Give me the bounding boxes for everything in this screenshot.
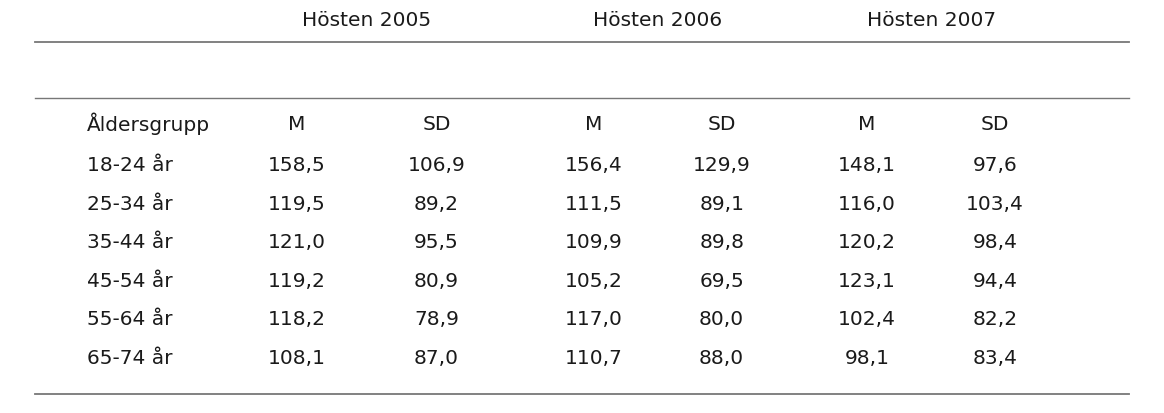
Text: 148,1: 148,1: [838, 156, 896, 175]
Text: M: M: [859, 114, 875, 133]
Text: SD: SD: [981, 114, 1009, 133]
Text: 123,1: 123,1: [838, 271, 896, 290]
Text: 65-74 år: 65-74 år: [87, 348, 172, 367]
Text: 35-44 år: 35-44 år: [87, 233, 173, 252]
Text: 158,5: 158,5: [268, 156, 326, 175]
Text: Åldersgrupp: Åldersgrupp: [87, 113, 211, 135]
Text: 88,0: 88,0: [700, 348, 744, 367]
Text: 110,7: 110,7: [565, 348, 623, 367]
Text: 108,1: 108,1: [268, 348, 326, 367]
Text: 117,0: 117,0: [565, 309, 623, 328]
Text: 118,2: 118,2: [268, 309, 326, 328]
Text: 105,2: 105,2: [565, 271, 623, 290]
Text: 121,0: 121,0: [268, 233, 326, 252]
Text: Hösten 2006: Hösten 2006: [594, 11, 722, 30]
Text: 89,1: 89,1: [700, 194, 744, 213]
Text: M: M: [289, 114, 305, 133]
Text: 55-64 år: 55-64 år: [87, 309, 172, 328]
Text: 94,4: 94,4: [973, 271, 1017, 290]
Text: 102,4: 102,4: [838, 309, 896, 328]
Text: 120,2: 120,2: [838, 233, 896, 252]
Text: M: M: [585, 114, 602, 133]
Text: 129,9: 129,9: [693, 156, 751, 175]
Text: 89,2: 89,2: [414, 194, 459, 213]
Text: 97,6: 97,6: [973, 156, 1017, 175]
Text: 25-34 år: 25-34 år: [87, 194, 173, 213]
Text: 82,2: 82,2: [973, 309, 1017, 328]
Text: 119,2: 119,2: [268, 271, 326, 290]
Text: 89,8: 89,8: [700, 233, 744, 252]
Text: SD: SD: [708, 114, 736, 133]
Text: 116,0: 116,0: [838, 194, 896, 213]
Text: 69,5: 69,5: [700, 271, 744, 290]
Text: 103,4: 103,4: [966, 194, 1024, 213]
Text: 111,5: 111,5: [565, 194, 623, 213]
Text: 106,9: 106,9: [407, 156, 466, 175]
Text: 83,4: 83,4: [973, 348, 1017, 367]
Text: 18-24 år: 18-24 år: [87, 156, 173, 175]
Text: 80,9: 80,9: [414, 271, 459, 290]
Text: Hösten 2007: Hösten 2007: [867, 11, 995, 30]
Text: 78,9: 78,9: [414, 309, 459, 328]
Text: Hösten 2005: Hösten 2005: [303, 11, 431, 30]
Text: 87,0: 87,0: [414, 348, 459, 367]
Text: 98,1: 98,1: [845, 348, 889, 367]
Text: 156,4: 156,4: [565, 156, 623, 175]
Text: SD: SD: [423, 114, 450, 133]
Text: 80,0: 80,0: [700, 309, 744, 328]
Text: 109,9: 109,9: [565, 233, 623, 252]
Text: 95,5: 95,5: [414, 233, 459, 252]
Text: 45-54 år: 45-54 år: [87, 271, 173, 290]
Text: 98,4: 98,4: [973, 233, 1017, 252]
Text: 119,5: 119,5: [268, 194, 326, 213]
